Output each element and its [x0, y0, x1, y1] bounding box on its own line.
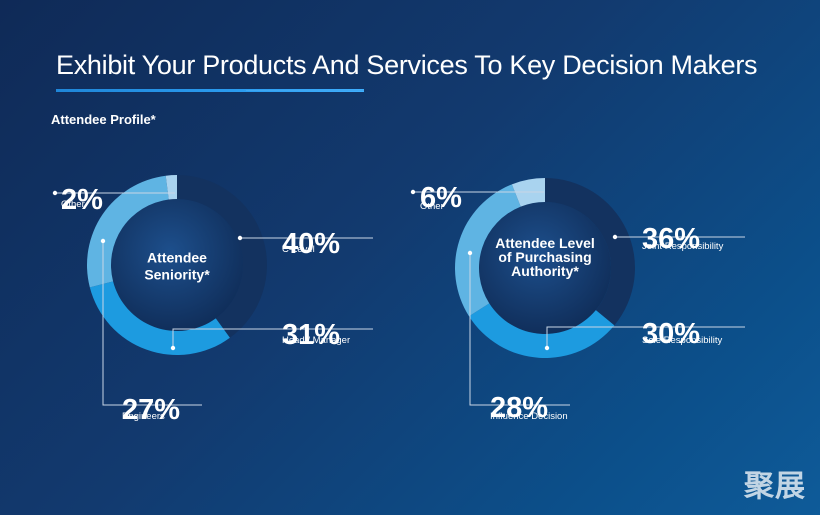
title-underline	[56, 89, 364, 92]
connector-dot	[410, 189, 416, 195]
donut-slice-sole-responsibility	[469, 303, 615, 358]
category-label: Joint Responsibility	[642, 241, 724, 252]
donut-center-disc	[111, 199, 243, 331]
category-label: Influence Decision	[490, 411, 568, 422]
donut-center-label: of Purchasing	[498, 249, 591, 265]
donut-center-label: Attendee	[147, 250, 207, 266]
category-label: Head / Manager	[282, 335, 350, 346]
category-label: Other	[420, 201, 444, 212]
connector-dot	[544, 345, 550, 351]
percent-label: 27%	[122, 394, 180, 426]
purchasing-authority-donut-chart: 36%Joint Responsibility 30%Sole Responsib…	[410, 178, 745, 424]
page-title: Exhibit Your Products And Services To Ke…	[56, 50, 758, 80]
category-label: Other	[61, 199, 85, 210]
connector-line	[172, 328, 373, 348]
percent-label: 6%	[420, 182, 462, 214]
connector-dot	[467, 250, 473, 256]
percent-label: 30%	[642, 318, 700, 350]
connector-dot	[52, 190, 58, 196]
seniority-donut-chart: 40%C-Level 31%Head / Manager 27%Engineers 2…	[52, 175, 373, 426]
connector-line	[102, 241, 202, 406]
percent-label: 2%	[61, 184, 103, 216]
percent-label: 31%	[282, 319, 340, 351]
percent-label: 28%	[490, 392, 548, 424]
connector-dot	[170, 345, 176, 351]
donut-slice-c-level	[177, 175, 267, 338]
donut-center-label: Seniority*	[144, 267, 210, 283]
percent-label: 36%	[642, 223, 700, 255]
donut-center-label: Attendee Level	[495, 235, 595, 251]
donut-slice-joint-responsibility	[545, 178, 635, 326]
donut-slice-engineers	[87, 175, 169, 288]
connector-line	[469, 253, 570, 406]
category-label: C-Level	[282, 244, 315, 255]
category-label: Engineers	[122, 411, 165, 422]
donut-center-disc	[479, 202, 611, 334]
percent-label: 40%	[282, 228, 340, 260]
category-label: Sole Responsibility	[642, 335, 723, 346]
donut-center-label: Authority*	[511, 263, 579, 279]
connector-dot	[100, 238, 106, 244]
watermark-logo: 聚展	[744, 470, 806, 503]
section-label: Attendee Profile*	[51, 112, 156, 127]
connector-dot	[237, 235, 243, 241]
connector-dot	[612, 234, 618, 240]
connector-line	[546, 326, 745, 348]
donut-slice-influence-decision	[454, 184, 521, 317]
donut-slice-head-manager	[89, 281, 230, 355]
